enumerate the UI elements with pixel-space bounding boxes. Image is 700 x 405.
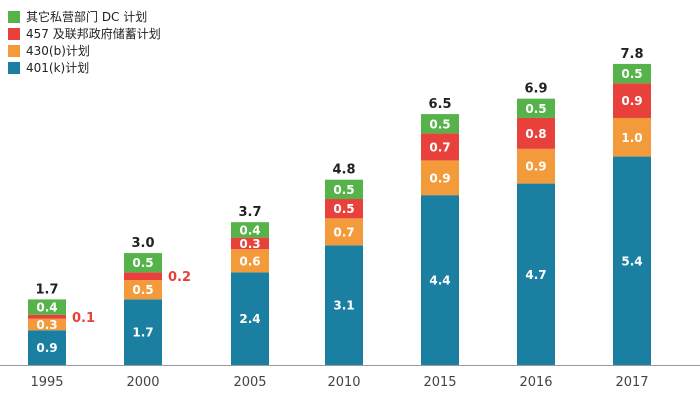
data-label-2000-s1: 0.5 [132,283,153,297]
bar-segment-2016-s2 [517,117,555,149]
data-label-2010-s0: 3.1 [333,299,354,313]
data-label-2010-s1: 0.7 [333,225,354,239]
legend-item-3: 其它私营部门 DC 计划 [8,8,161,25]
total-label-2005: 3.7 [238,205,261,220]
bar-segment-2017-s3 [613,63,651,84]
bar-segment-2000-s0 [124,299,162,365]
bar-segment-2017-s0 [613,156,651,365]
bar-segment-2015-s3 [421,114,459,134]
data-label-2010-s2: 0.5 [333,202,354,216]
bar-segment-2000-s3 [124,253,162,273]
bar-segment-2010-s2 [325,199,363,219]
bar-segment-2005-s1 [231,249,269,273]
bar-segment-2017-s2 [613,83,651,118]
bar-segment-2005-s0 [231,272,269,365]
data-label-2017-s0: 5.4 [621,254,642,268]
bar-segment-2005-s3 [231,222,269,238]
legend-item-1: 430(b)计划 [8,42,161,59]
data-label-1995-s1: 0.3 [36,318,57,332]
data-label-2015-s2: 0.7 [429,140,450,154]
x-tick-label-2016: 2016 [519,375,552,390]
bar-segment-2016-s1 [517,148,555,184]
legend-swatch [8,61,20,74]
bar-segment-1995-s0 [28,330,66,365]
total-label-2000: 3.0 [131,236,154,251]
x-tick-label-1995: 1995 [30,375,63,390]
legend-swatch [8,44,20,57]
x-tick-label-2017: 2017 [615,375,648,390]
bar-segment-2010-s1 [325,218,363,246]
legend-label: 430(b)计划 [26,44,90,58]
bar-segment-1995-s3 [28,299,66,315]
data-label-2010-s3: 0.5 [333,183,354,197]
total-label-2015: 6.5 [428,97,451,112]
x-tick-label-2010: 2010 [327,375,360,390]
data-label-2005-s0: 2.4 [239,312,260,326]
legend-item-0: 401(k)计划 [8,59,161,76]
x-tick-label-2015: 2015 [423,375,456,390]
total-label-2010: 4.8 [332,163,355,178]
data-label-1995-s0: 0.9 [36,341,57,355]
x-tick-label-2000: 2000 [126,375,159,390]
bar-segment-2017-s1 [613,117,651,157]
legend-swatch [8,10,20,23]
legend-label: 其它私营部门 DC 计划 [26,10,148,24]
total-label-1995: 1.7 [35,282,58,297]
data-label-2016-s2: 0.8 [525,127,546,141]
data-label-2017-s1: 1.0 [621,131,642,145]
legend-label: 457 及联邦政府储蓄计划 [26,27,161,41]
bar-segment-2015-s0 [421,195,459,365]
bar-segment-2016-s3 [517,98,555,118]
data-label-2016-s1: 0.9 [525,160,546,174]
data-label-2016-s0: 4.7 [525,268,546,282]
data-label-2015-s3: 0.5 [429,117,450,131]
data-label-2000-s3: 0.5 [132,256,153,270]
data-label-1995-s2: 0.1 [72,311,95,326]
x-tick-label-2005: 2005 [233,375,266,390]
total-label-2017: 7.8 [620,47,643,62]
bar-segment-2015-s2 [421,133,459,161]
data-label-2005-s1: 0.6 [239,254,260,268]
data-label-2017-s2: 0.9 [621,94,642,108]
data-label-2017-s3: 0.5 [621,67,642,81]
data-label-1995-s3: 0.4 [36,301,57,315]
legend-label: 401(k)计划 [26,61,90,75]
data-label-2000-s0: 1.7 [132,326,153,340]
bar-segment-2000-s1 [124,280,162,300]
bar-segment-2010-s3 [325,179,363,200]
bar-segment-2010-s0 [325,245,363,365]
data-label-2015-s0: 4.4 [429,274,450,288]
legend: 其它私营部门 DC 计划 457 及联邦政府储蓄计划 430(b)计划 401(k)计… [8,8,161,76]
bar-segment-2005-s2 [231,237,269,250]
bar-segment-2015-s1 [421,160,459,196]
bar-segment-2000-s2 [124,272,162,281]
data-label-2016-s3: 0.5 [525,102,546,116]
bar-segment-1995-s1 [28,318,66,331]
bar-segment-1995-s2 [28,314,66,319]
bar-segment-2016-s0 [517,183,555,365]
data-label-2005-s2: 0.3 [239,237,260,251]
legend-swatch [8,27,20,40]
data-label-2000-s2: 0.2 [168,270,191,285]
total-label-2016: 6.9 [524,82,547,97]
legend-item-2: 457 及联邦政府储蓄计划 [8,25,161,42]
data-label-2015-s1: 0.9 [429,171,450,185]
data-label-2005-s3: 0.4 [239,223,260,237]
